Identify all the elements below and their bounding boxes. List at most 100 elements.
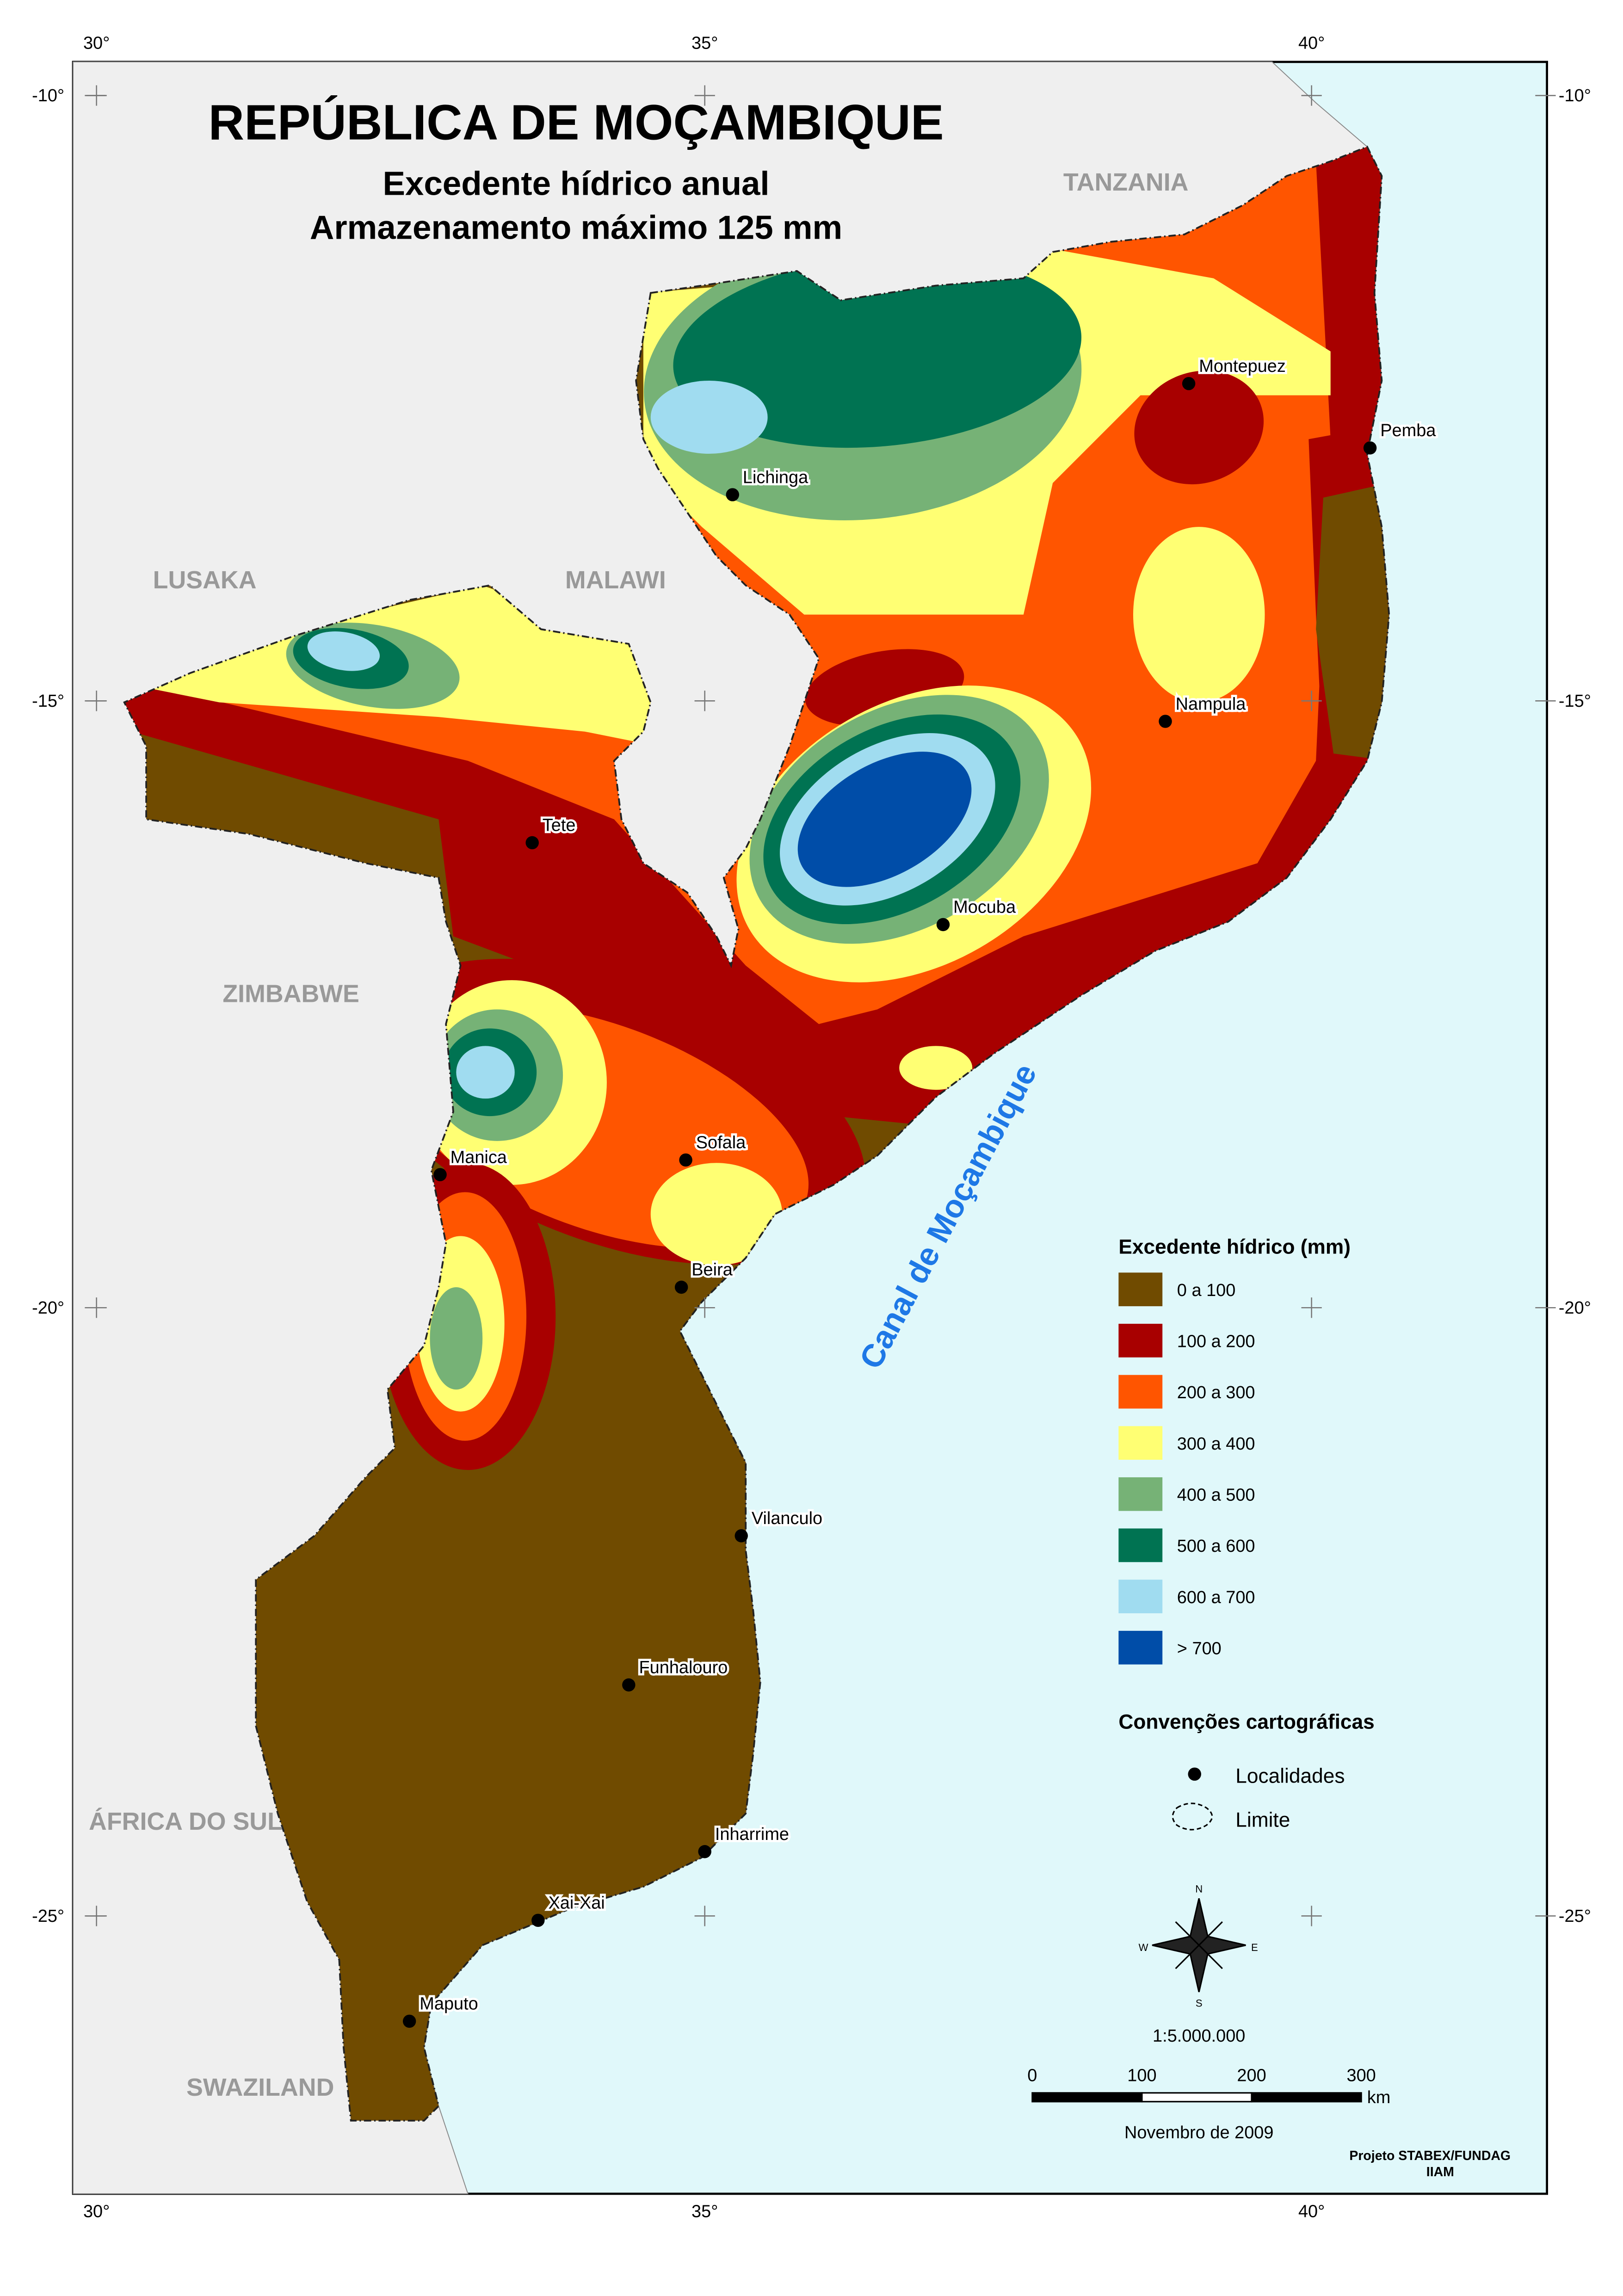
latitude-label: -10°: [32, 86, 64, 105]
legend-label: 600 a 700: [1177, 1588, 1255, 1607]
city-label: Maputo: [420, 1994, 478, 2014]
city-marker: [674, 1280, 688, 1294]
compass-letter: W: [1139, 1942, 1148, 1953]
city-label: Funhalouro: [639, 1658, 728, 1678]
scale-segment: [1141, 2092, 1253, 2103]
title: REPÚBLICA DE MOÇAMBIQUE: [208, 94, 944, 150]
latitude-label: -20°: [32, 1298, 64, 1318]
city-marker: [531, 1913, 545, 1927]
legend-label: 300 a 400: [1177, 1434, 1255, 1454]
scale-unit: km: [1367, 2088, 1391, 2107]
longitude-label: 30°: [83, 33, 110, 53]
city-label: Nampula: [1176, 694, 1247, 714]
longitude-label: 35°: [691, 2202, 718, 2222]
zone: [650, 1163, 783, 1265]
legend-label: 500 a 600: [1177, 1537, 1255, 1556]
legend-swatch: [1118, 1375, 1163, 1409]
graticule-cross: [694, 85, 715, 106]
city-label: Montepuez: [1199, 357, 1286, 376]
city-marker: [1159, 715, 1172, 728]
country-label: SWAZILAND: [186, 2074, 334, 2101]
latitude-label: -25°: [32, 1907, 64, 1926]
compass-letter: E: [1251, 1942, 1258, 1953]
zone: [307, 631, 380, 671]
country-label: MALAWI: [565, 566, 666, 594]
scale-segment: [1251, 2092, 1362, 2103]
latitude-label: -25°: [1559, 1907, 1591, 1926]
legend-label: 0 a 100: [1177, 1281, 1236, 1300]
graticule-cross: [694, 1297, 715, 1318]
graticule-cross: [1301, 691, 1322, 711]
legend-swatch: [1118, 1528, 1163, 1562]
city-marker: [679, 1153, 692, 1167]
latitude-label: -20°: [1559, 1298, 1591, 1318]
city-label: Mocuba: [953, 898, 1016, 917]
zone: [1134, 370, 1264, 485]
legend-swatch: [1118, 1477, 1163, 1511]
city-marker: [622, 1678, 636, 1692]
scale-ratio: 1:5.000.000: [1153, 2026, 1245, 2046]
legend-label: 400 a 500: [1177, 1486, 1255, 1505]
legend-label: 100 a 200: [1177, 1332, 1255, 1352]
city-marker: [525, 836, 539, 850]
scale-label: 0: [1027, 2066, 1037, 2086]
scale-segment: [1031, 2092, 1143, 2103]
city-label: Pemba: [1380, 421, 1436, 440]
city-marker: [734, 1529, 748, 1543]
graticule-cross: [694, 691, 715, 711]
legend-swatch: [1118, 1426, 1163, 1460]
scale-label: 100: [1127, 2066, 1156, 2086]
subtitle: Armazenamento máximo 125 mm: [310, 209, 842, 246]
graticule-cross: [694, 1906, 715, 1926]
credit: IIAM: [1426, 2165, 1454, 2179]
legend-swatch: [1118, 1630, 1163, 1665]
scale-label: 300: [1346, 2066, 1376, 2086]
city-marker: [936, 918, 950, 932]
zone: [1133, 527, 1265, 703]
legend-swatch: [1118, 1580, 1163, 1613]
zone: [430, 1287, 483, 1390]
zone: [899, 1046, 973, 1090]
city-label: Tete: [543, 816, 576, 835]
graticule-cross: [1301, 1297, 1322, 1318]
city-label: Manica: [450, 1148, 507, 1167]
city-marker: [402, 2014, 416, 2028]
zone: [1316, 483, 1389, 761]
legend-title: Excedente hídrico (mm): [1118, 1235, 1351, 1258]
zone: [673, 255, 1082, 448]
longitude-label: 35°: [691, 33, 718, 53]
compass-letter: N: [1195, 1883, 1203, 1895]
latitude-label: -15°: [1559, 691, 1591, 711]
date: Novembro de 2009: [1124, 2123, 1274, 2142]
country-label: ZIMBABWE: [222, 980, 359, 1008]
legend-dot: [1188, 1767, 1201, 1781]
zone: [797, 752, 972, 887]
city-label: Vilanculo: [752, 1509, 822, 1528]
conventions-title: Convenções cartográficas: [1118, 1711, 1374, 1734]
country-label: ÁFRICA DO SUL: [89, 1808, 283, 1835]
latitude-label: -15°: [32, 691, 64, 711]
legend-label: 200 a 300: [1177, 1383, 1255, 1402]
city-label: Beira: [691, 1260, 733, 1280]
city-marker: [698, 1845, 711, 1858]
graticule-cross: [1301, 85, 1322, 106]
longitude-label: 40°: [1298, 33, 1325, 53]
subtitle: Excedente hídrico anual: [383, 165, 769, 203]
legend-swatch: [1118, 1324, 1163, 1358]
graticule-cross: [1301, 1906, 1322, 1926]
scale-label: 200: [1237, 2066, 1266, 2086]
city-marker: [726, 488, 740, 501]
legend-label: Limite: [1235, 1808, 1290, 1831]
longitude-label: 30°: [83, 2202, 110, 2222]
legend-label: Localidades: [1235, 1765, 1345, 1788]
city-marker: [1182, 377, 1196, 390]
legend-swatch: [1118, 1272, 1163, 1307]
city-label: Sofala: [696, 1133, 746, 1153]
country-label: TANZANIA: [1063, 168, 1189, 196]
country-label: LUSAKA: [153, 566, 257, 594]
city-label: Xai-Xai: [548, 1894, 605, 1913]
city-label: Inharrime: [715, 1825, 789, 1844]
credit: Projeto STABEX/FUNDAG: [1349, 2148, 1511, 2163]
latitude-label: -10°: [1559, 86, 1591, 105]
